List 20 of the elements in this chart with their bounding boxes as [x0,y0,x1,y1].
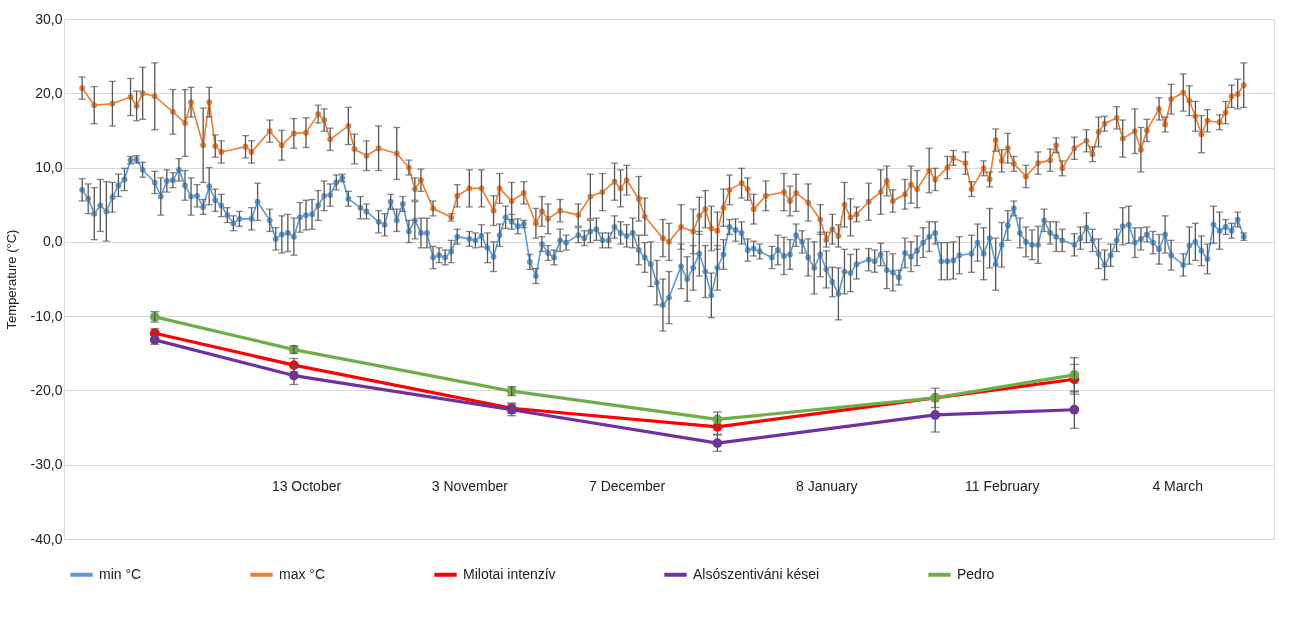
y-tick-label: -10,0 [30,307,63,324]
legend-label: Pedro [957,565,995,582]
x-tick-label: 7 December [589,477,666,494]
x-tick-label: 8 January [796,477,858,494]
legend-label: min °C [99,565,142,582]
y-tick-label: -40,0 [30,530,63,547]
y-axis-title: Temperature (°C) [3,229,19,330]
legend-label: Alsószentiváni kései [693,565,820,582]
x-tick-label: 4 March [1152,477,1203,494]
y-tick-label: 20,0 [35,84,63,101]
x-tick-label: 11 February [965,477,1040,494]
y-tick-label: 0,0 [43,233,63,250]
legend-label: max °C [279,565,326,582]
y-tick-label: 30,0 [35,10,63,27]
legend-label: Milotai intenzív [463,565,556,582]
x-tick-label: 3 November [431,477,509,494]
y-tick-label: -20,0 [30,381,63,398]
y-tick-label: -30,0 [30,456,63,473]
y-tick-label: 10,0 [35,159,63,176]
x-tick-label: 13 October [271,477,342,494]
